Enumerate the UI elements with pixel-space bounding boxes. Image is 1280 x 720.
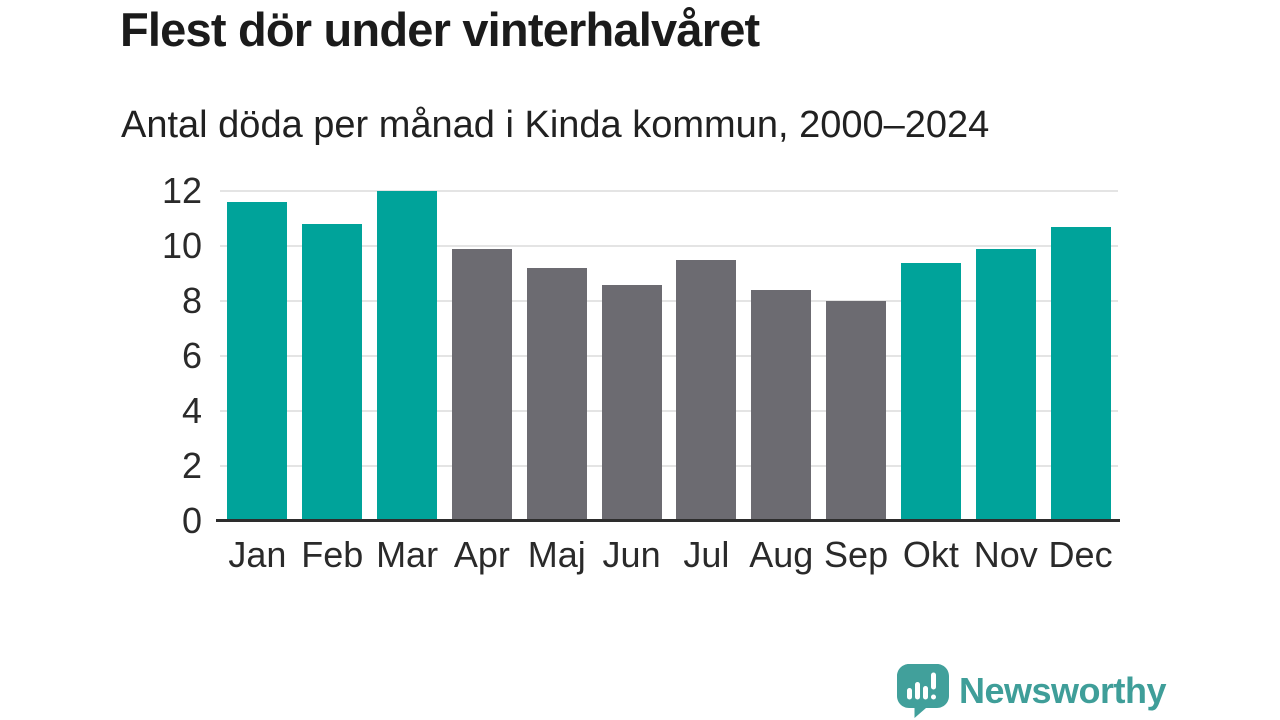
x-axis-label: Maj xyxy=(527,534,586,575)
bar-chart-speech-bubble-icon xyxy=(897,664,949,718)
bar xyxy=(900,262,961,521)
x-axis-label: Sep xyxy=(824,534,889,575)
y-axis-label: 2 xyxy=(181,445,202,486)
bar xyxy=(526,268,587,521)
x-axis-label: Dec xyxy=(1048,534,1113,575)
x-axis-label: Jul xyxy=(683,534,730,575)
bar xyxy=(601,284,662,521)
chart-title: Flest dör under vinterhalvåret xyxy=(120,3,760,56)
bar xyxy=(1050,226,1111,521)
gridline xyxy=(220,355,1118,357)
x-axis-label: Nov xyxy=(973,534,1038,575)
y-axis-label: 0 xyxy=(181,500,202,541)
newsworthy-logo: Newsworthy xyxy=(896,663,1167,719)
gridline xyxy=(220,410,1118,412)
bar xyxy=(451,248,512,521)
gridline xyxy=(220,465,1118,467)
bar xyxy=(676,259,737,521)
x-axis-label: Jan xyxy=(228,534,287,575)
x-axis-label: Jun xyxy=(602,534,661,575)
x-axis-line xyxy=(216,519,1120,522)
bar xyxy=(975,248,1036,521)
x-axis-label: Mar xyxy=(376,534,439,575)
bar xyxy=(302,224,363,521)
bar xyxy=(377,191,437,521)
gridline xyxy=(220,245,1118,247)
x-axis-label: Okt xyxy=(902,534,959,575)
y-axis-label: 10 xyxy=(161,225,202,266)
y-axis-label: 6 xyxy=(181,335,202,376)
newsworthy-logo-text: Newsworthy xyxy=(959,670,1167,711)
x-axis-label: Feb xyxy=(301,534,364,575)
bar xyxy=(826,301,886,521)
bar xyxy=(751,290,812,521)
y-axis-label: 12 xyxy=(161,170,202,211)
y-axis-label: 4 xyxy=(181,390,202,431)
y-axis-label: 8 xyxy=(181,280,202,321)
gridline xyxy=(220,190,1118,192)
chart-subtitle: Antal döda per månad i Kinda kommun, 200… xyxy=(121,104,990,146)
bar xyxy=(227,202,288,521)
gridline xyxy=(220,300,1118,302)
x-axis-label: Apr xyxy=(453,534,510,575)
x-axis-label: Aug xyxy=(749,534,814,575)
